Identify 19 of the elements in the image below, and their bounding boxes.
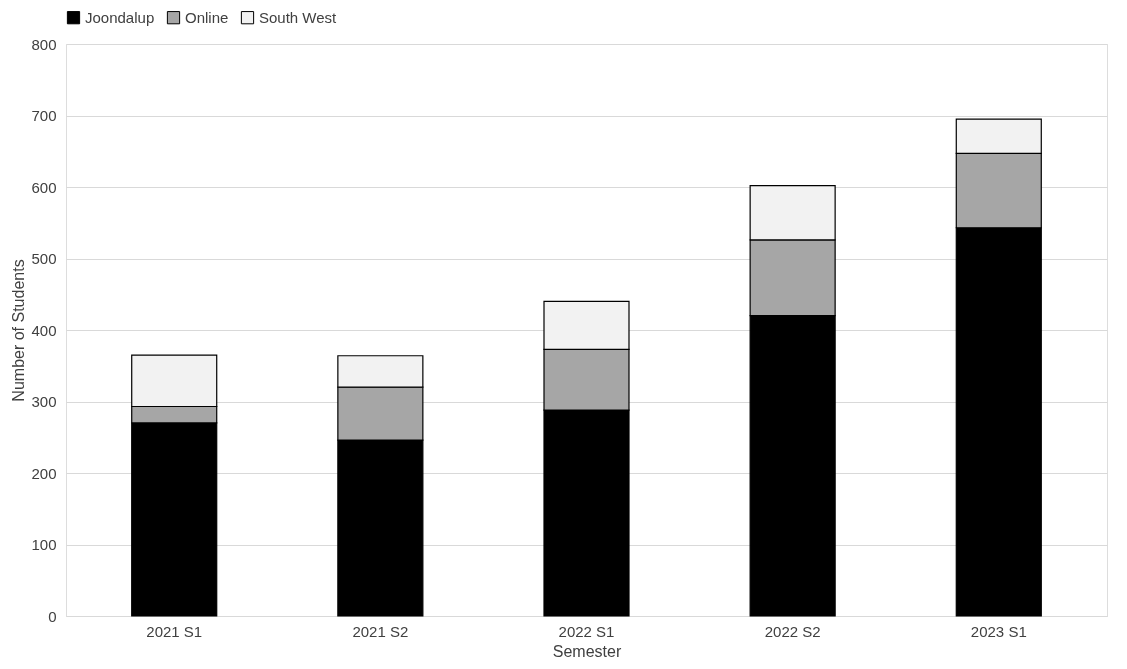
y-tick-label: 0 — [48, 607, 57, 625]
y-tick-label: 600 — [31, 178, 57, 196]
x-tick-label: 2022 S1 — [558, 622, 615, 640]
y-tick-label: 200 — [31, 464, 57, 482]
x-tick-label: 2021 S2 — [352, 622, 409, 640]
y-tick-label: 500 — [31, 250, 57, 267]
legend-label: Joondalup — [85, 8, 155, 26]
x-axis-title: Semester — [552, 642, 622, 660]
x-tick-label: 2023 S1 — [970, 622, 1027, 640]
legend-label: South West — [259, 8, 338, 26]
y-tick-label: 700 — [31, 107, 57, 124]
y-axis-title: Number of Students — [10, 259, 28, 402]
legend-label: Online — [185, 8, 229, 26]
x-tick-label: 2021 S1 — [146, 622, 203, 640]
x-tick-label: 2022 S2 — [764, 622, 821, 640]
y-tick-label: 100 — [31, 536, 57, 553]
y-tick-label: 300 — [31, 393, 57, 410]
y-tick-label: 800 — [31, 35, 57, 53]
y-tick-label: 400 — [31, 321, 57, 339]
